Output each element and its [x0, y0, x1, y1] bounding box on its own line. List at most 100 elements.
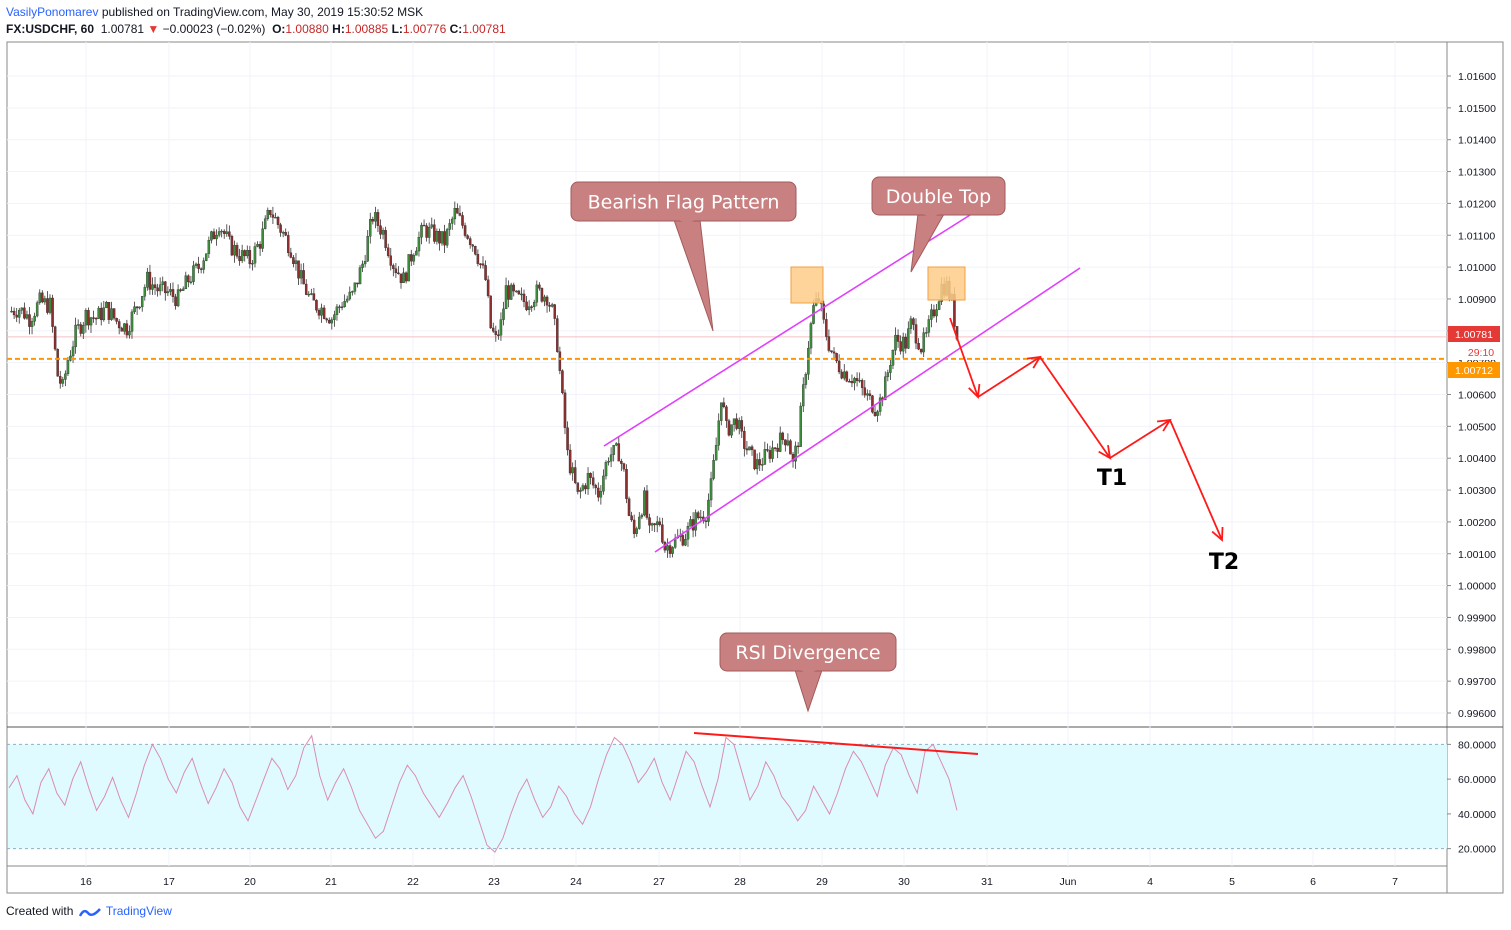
candle-body — [284, 232, 287, 236]
candle-body — [886, 372, 890, 377]
candle-body — [704, 520, 708, 522]
candle-body — [799, 405, 802, 447]
candle-body — [74, 324, 77, 348]
candle-body — [807, 347, 810, 375]
candle-body — [38, 292, 41, 303]
candle-body — [76, 324, 80, 326]
channel-lower-line — [654, 267, 1081, 553]
price-tick-label: 0.99900 — [1458, 612, 1496, 624]
ohlc-line: FX:USDCHF, 60 1.00781 ▼ −0.00023 (−0.02%… — [6, 21, 506, 38]
candle-body — [166, 291, 170, 294]
candle-body — [917, 343, 920, 350]
last-price-tag-text: 1.00781 — [1455, 329, 1493, 341]
candle-body — [361, 263, 364, 268]
candle-body — [356, 282, 359, 285]
candle-body — [335, 306, 339, 315]
candle-body — [287, 235, 290, 253]
candle-body — [743, 431, 746, 449]
candle-body — [889, 365, 892, 373]
time-tick-label: 6 — [1310, 876, 1316, 888]
candle-body — [745, 448, 749, 451]
candle-body — [553, 304, 556, 319]
candle-body — [612, 445, 615, 455]
candle-body — [35, 302, 39, 317]
candle-body — [333, 314, 336, 320]
time-tick-label: 21 — [325, 876, 337, 888]
candle-body — [120, 327, 123, 332]
candle-body — [594, 485, 597, 489]
candle-body — [737, 420, 741, 429]
candle-body — [778, 432, 782, 452]
candle-body — [722, 402, 726, 408]
author-link[interactable]: VasilyPonomarev — [6, 5, 99, 19]
candle-body — [463, 225, 467, 236]
candle-body — [755, 459, 759, 470]
candle-body — [294, 260, 298, 264]
candle-body — [415, 250, 418, 256]
candle-body — [599, 491, 603, 498]
candle-body — [261, 228, 264, 249]
countdown-tag-text: 29:10 — [1468, 347, 1494, 359]
candle-body — [366, 236, 369, 262]
candle-body — [730, 424, 733, 436]
candle-body — [645, 490, 649, 518]
price-tick-label: 1.01600 — [1458, 71, 1496, 83]
candle-body — [525, 301, 528, 311]
candle-body — [279, 224, 282, 233]
candle-body — [761, 464, 764, 466]
candle-body — [740, 420, 744, 432]
candle-body — [202, 260, 205, 270]
rsi-tick-label: 80.0000 — [1458, 739, 1496, 751]
candle-body — [479, 263, 482, 265]
candle-body — [358, 267, 362, 285]
tradingview-brand-link[interactable]: TradingView — [105, 904, 172, 918]
symbol-label[interactable]: FX:USDCHF, 60 — [6, 22, 95, 36]
candle-body — [750, 446, 754, 451]
candle-body — [194, 263, 198, 266]
candle-body — [138, 306, 141, 309]
candle-body — [135, 306, 139, 309]
candle-body — [169, 289, 172, 292]
candle-body — [466, 235, 469, 239]
candle-body — [681, 535, 685, 546]
projection-segment — [977, 356, 1041, 398]
candle-body — [304, 283, 308, 295]
candle-body — [207, 240, 211, 254]
candle-body — [848, 381, 851, 383]
candle-body — [230, 236, 234, 256]
candle-body — [843, 371, 846, 379]
candle-body — [922, 332, 925, 353]
candle-body — [507, 285, 510, 300]
candle-body — [161, 281, 164, 285]
candle-body — [181, 288, 185, 291]
candle-body — [253, 246, 257, 264]
candle-body — [561, 370, 564, 393]
candle-body — [648, 517, 651, 526]
candle-body — [310, 293, 313, 295]
double-top-callout: Double Top — [871, 176, 1006, 273]
candle-body — [837, 360, 841, 373]
candle-body — [709, 478, 713, 501]
candle-body — [832, 351, 836, 354]
candle-body — [438, 231, 441, 244]
rsi-tick-label: 40.0000 — [1458, 809, 1496, 821]
time-tick-label: 30 — [898, 876, 910, 888]
candle-body — [650, 523, 654, 526]
candle-body — [71, 346, 75, 357]
price-tick-label: 1.00000 — [1458, 581, 1496, 593]
candle-body — [299, 270, 303, 279]
candle-body — [912, 318, 915, 325]
candle-body — [925, 332, 928, 334]
open-label: O: — [272, 22, 286, 36]
candle-body — [763, 449, 767, 465]
candle-body — [789, 440, 792, 455]
candle-body — [873, 412, 877, 416]
candle-body — [768, 450, 772, 459]
candle-body — [791, 453, 795, 462]
candle-body — [164, 281, 167, 294]
candle-body — [87, 310, 90, 326]
candle-body — [504, 285, 508, 310]
candle-body — [622, 463, 626, 470]
candle-body — [576, 482, 580, 492]
